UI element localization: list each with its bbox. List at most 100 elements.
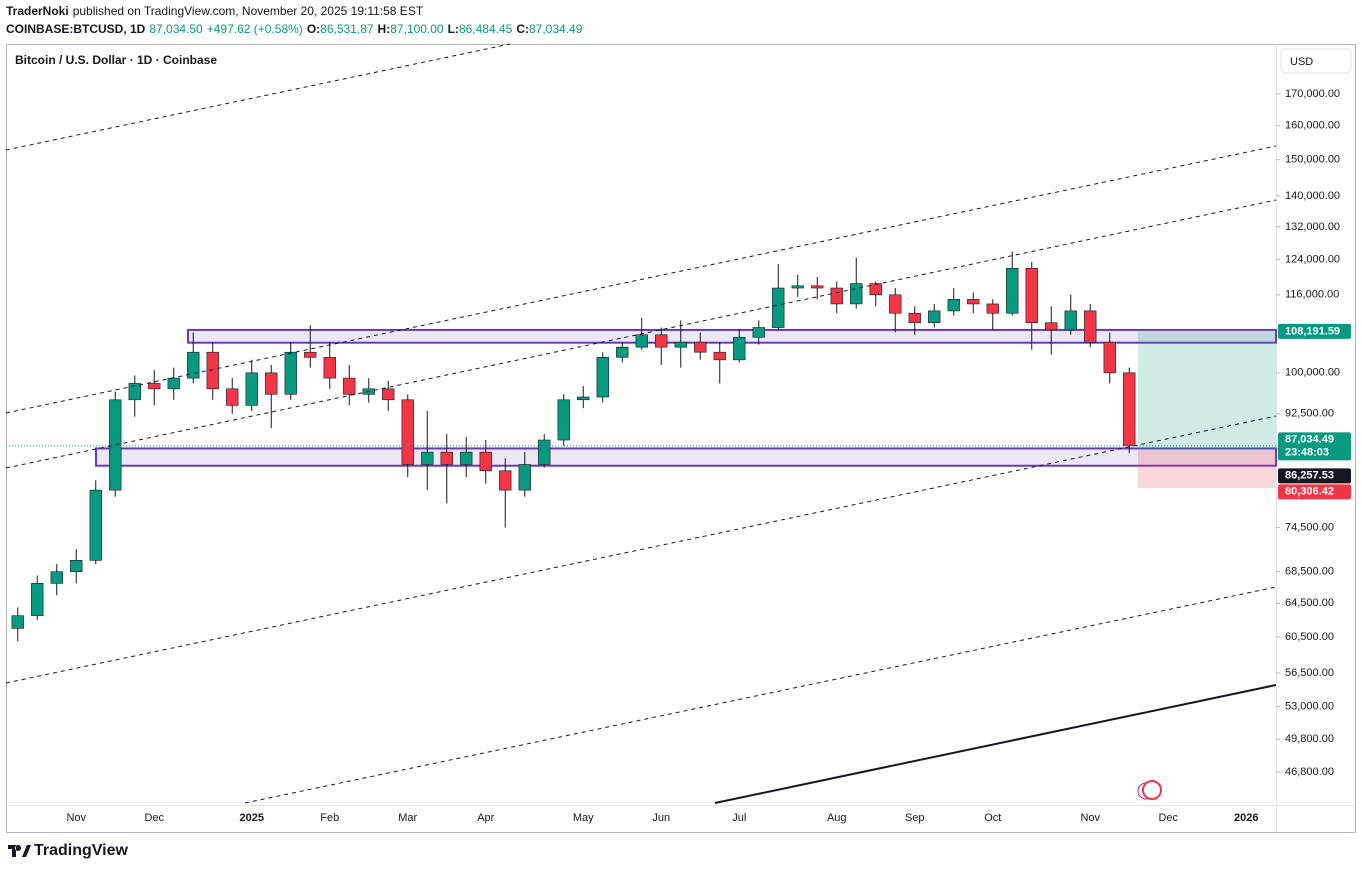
icon	[1137, 780, 1162, 800]
price-label: 87,034.49	[1285, 434, 1334, 446]
candle-body	[694, 341, 707, 353]
quote-line: COINBASE:BTCUSD, 1D 87,034.50 +497.62 (+0.…	[6, 22, 583, 36]
plot	[6, 251, 1277, 642]
candle-body	[167, 377, 180, 390]
x-tick-label: Dec	[1158, 812, 1178, 824]
candle-body	[1064, 310, 1077, 331]
trend-line	[5, 43, 511, 151]
ohlc-label: C:	[516, 22, 529, 36]
footer-brand: TradingView	[34, 842, 129, 859]
ohlc-label: O:	[307, 22, 320, 36]
ohlc-value: 86,531.87	[320, 22, 374, 36]
candle-body	[226, 388, 239, 406]
candle-body	[733, 336, 746, 361]
candle-body	[460, 451, 473, 465]
candle-body	[1103, 341, 1116, 374]
ohlc-label: L:	[448, 22, 459, 36]
candle-body	[850, 283, 863, 305]
candle-body	[791, 285, 804, 289]
y-tick-label: 46,800.00	[1285, 766, 1334, 778]
y-tick-label: 60,500.00	[1285, 631, 1334, 643]
candle-body	[1006, 267, 1019, 314]
y-tick-label: 116,000.00	[1285, 289, 1339, 301]
x-tick-label: Sep	[905, 812, 925, 824]
y-tick-label: 170,000.00	[1285, 88, 1340, 100]
price-label-box	[1278, 468, 1351, 484]
x-tick-label: Nov	[1080, 812, 1100, 824]
symbol: COINBASE:BTCUSD, 1D	[6, 22, 146, 36]
candle-body	[947, 299, 960, 312]
candle-body	[148, 383, 161, 390]
candle-body	[830, 287, 843, 305]
x-tick-label: May	[573, 812, 594, 824]
y-tick-label: 132,000.00	[1285, 221, 1340, 233]
ohlc-value: 86,484.45	[459, 22, 513, 36]
candle-body	[343, 377, 356, 395]
trend-line-solid	[714, 684, 1277, 804]
y-tick-label: 140,000.00	[1285, 190, 1340, 202]
candle-body	[401, 399, 414, 465]
ohlc-value: 87,100.00	[390, 22, 444, 36]
currency-button[interactable]	[1280, 48, 1352, 74]
x-tick-label: Jul	[732, 812, 746, 824]
y-tick-label: 68,500.00	[1285, 566, 1334, 578]
candle-body	[187, 351, 200, 379]
y-tick-label: 100,000.00	[1285, 367, 1340, 379]
x-tick-label: Nov	[66, 812, 86, 824]
candle-body	[596, 356, 609, 398]
candle-body	[538, 439, 551, 465]
x-tick-label: Jun	[652, 812, 670, 824]
countdown: 23:48:03	[1285, 447, 1329, 459]
published: published on TradingView.com, November 2…	[73, 4, 424, 18]
trend-line	[5, 415, 1277, 684]
candle-body	[1045, 322, 1058, 331]
change: +497.62 (+0.58%)	[207, 22, 303, 36]
x-tick-label: 2025	[240, 812, 264, 824]
candle-body	[440, 451, 453, 465]
stop-area	[1138, 450, 1276, 489]
candle-body	[1084, 310, 1097, 343]
candle-body	[655, 334, 668, 348]
currency: USD	[1290, 56, 1313, 68]
x-tick-label: 2026	[1234, 812, 1258, 824]
candle-body	[499, 470, 512, 491]
y-tick-label: 56,500.00	[1285, 667, 1334, 679]
chart-title: Bitcoin / U.S. Dollar · 1D · Coinbase	[15, 53, 217, 67]
last: 87,034.50	[149, 22, 203, 36]
price-label: 108,191.59	[1285, 325, 1340, 337]
candle-body	[908, 312, 921, 324]
trend-line	[5, 145, 1277, 414]
candle-body	[50, 571, 63, 584]
y-tick-label: 74,500.00	[1285, 521, 1334, 533]
candle-body	[518, 464, 531, 491]
price-label-box	[1278, 484, 1351, 500]
price-label-box	[1278, 323, 1351, 339]
candle-body	[128, 383, 141, 401]
x-tick-label: Aug	[827, 812, 847, 824]
x-tick-label: Apr	[477, 812, 494, 824]
y-tick-label: 49,800.00	[1285, 733, 1334, 745]
candle-body	[1025, 267, 1038, 324]
candle-body	[713, 351, 726, 361]
x-tick-label: Feb	[320, 812, 339, 824]
price-label: 86,257.53	[1285, 470, 1334, 482]
candle-body	[265, 372, 278, 395]
candle-body	[245, 372, 258, 406]
candle-body	[889, 294, 902, 314]
candle-body	[479, 451, 492, 472]
trend-line	[244, 586, 1277, 804]
x-tick-label: Oct	[984, 812, 1001, 824]
header-line: TraderNoki published on TradingView.com, …	[6, 4, 424, 18]
x-tick-label: Dec	[144, 812, 164, 824]
y-tick-label: 53,000.00	[1285, 700, 1334, 712]
y-tick-label: 64,500.00	[1285, 597, 1334, 609]
ohlc-value: 87,034.49	[529, 22, 583, 36]
candle-body	[11, 615, 24, 629]
author: TraderNoki	[6, 4, 69, 18]
candle-body	[89, 489, 102, 561]
candle-body	[284, 351, 297, 395]
candle-body	[928, 310, 941, 324]
candle-body	[1123, 372, 1136, 447]
y-tick-label: 160,000.00	[1285, 120, 1340, 132]
